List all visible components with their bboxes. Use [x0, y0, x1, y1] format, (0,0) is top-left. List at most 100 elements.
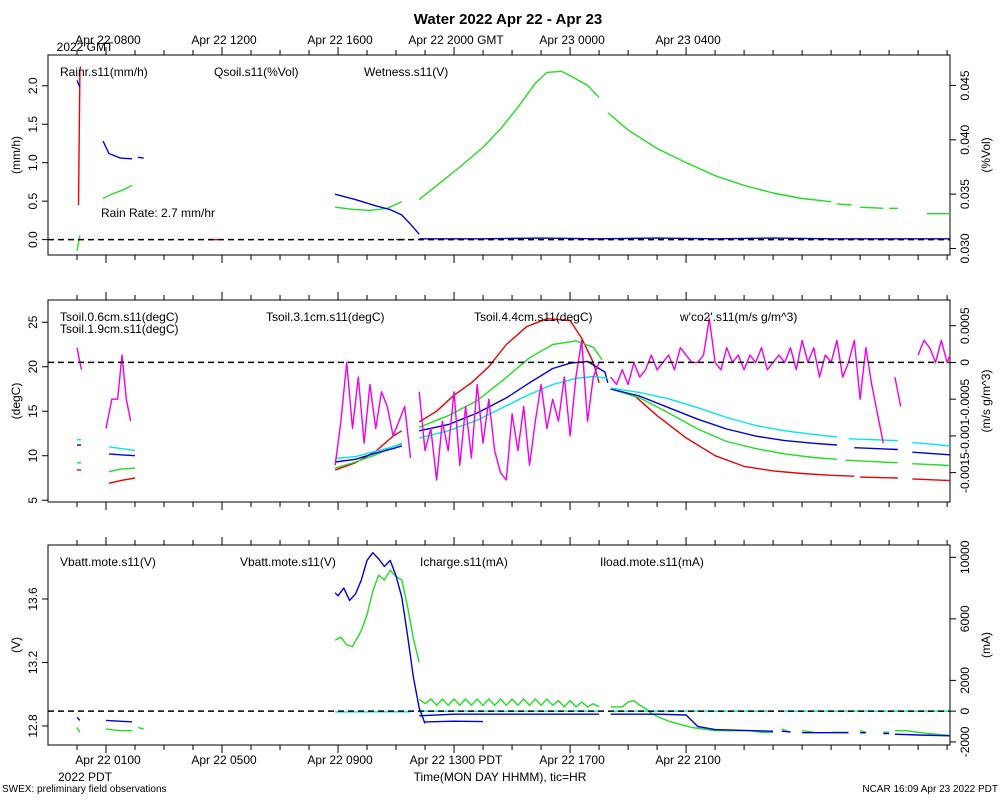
series-line: [418, 340, 603, 428]
series-line: [105, 354, 132, 429]
legend-label: Vbatt.mote.s11(V): [60, 555, 156, 569]
series-line: [912, 441, 951, 447]
left-axis-label: (mm/h): [9, 136, 23, 174]
rain-rate-annotation: Rain Rate: 2.7 mm/hr: [101, 206, 215, 220]
right-tick-label: 0.045: [958, 70, 972, 100]
series-line: [912, 478, 951, 482]
top-time-label: Apr 22 0800: [75, 33, 141, 47]
left-tick-label: 15: [26, 404, 40, 418]
series-line: [419, 713, 600, 717]
footer-left: SWEX: preliminary field observations: [2, 784, 167, 795]
legend-label: Wetness.s11(V): [364, 65, 448, 79]
panel-power: 12.8 13.2 13.6 -2000 0 2000 6000 10000 (V) (mA) Vb…: [9, 537, 993, 757]
left-tick-label: 13.2: [26, 650, 40, 674]
right-axis-label: (mA): [979, 632, 993, 658]
bottom-time-label: Apr 22 2100: [655, 753, 721, 767]
right-axis-label: (m/s g/m^3): [979, 370, 993, 433]
right-tick-label: 10000: [958, 540, 972, 574]
left-tick-label: 25: [26, 315, 40, 329]
series-line: [419, 237, 950, 240]
panel-temperature: 5 10 15 20 25 -0.0015-0.001-0.0005 0 0.0005 (deg…: [9, 292, 993, 510]
series-line: [76, 235, 81, 251]
series-line: [108, 467, 136, 473]
footer-right: NCAR 16:09 Apr 23 2022 PDT: [862, 784, 998, 795]
bottom-time-label: Apr 22 1700: [539, 753, 605, 767]
series-line: [137, 156, 144, 159]
series-line: [845, 459, 898, 464]
top-time-axis: Apr 22 0800 Apr 22 1200 Apr 22 1600 Apr 22 …: [75, 33, 721, 47]
right-axis-label: (%Vol): [979, 137, 993, 172]
series-line: [854, 447, 898, 451]
series-line: [108, 446, 136, 452]
series-line: [848, 438, 898, 442]
right-tick-label: 0.035: [958, 179, 972, 209]
left-tick-label: 0.0: [26, 231, 40, 248]
legend-label: Iload.mote.s11(mA): [600, 555, 704, 569]
left-tick-label: 12.8: [26, 714, 40, 738]
series-line: [836, 203, 852, 206]
series-line: [102, 184, 133, 200]
series-line: [108, 453, 136, 457]
series-line: [917, 339, 951, 364]
left-tick-label: 1.0: [26, 154, 40, 171]
legend-label: Icharge.s11(mA): [420, 555, 508, 569]
series-line: [335, 443, 403, 460]
series-line: [76, 347, 83, 370]
left-tick-label: 20: [26, 360, 40, 374]
series-line: [418, 698, 600, 708]
series-line: [335, 201, 403, 212]
legend-label: Qsoil.s11(%Vol): [214, 65, 298, 79]
bottom-time-label: Apr 22 0900: [307, 753, 373, 767]
series-line: [610, 387, 837, 438]
series-line: [418, 318, 600, 423]
top-time-sublabel: 2022 GMT: [57, 40, 114, 54]
series-line: [912, 451, 951, 456]
right-tick-label: 0.0005: [958, 307, 972, 344]
series-line: [76, 716, 81, 721]
series-line: [860, 476, 898, 479]
legend-label: Tsoil.4.4cm.s11(degC): [474, 310, 593, 324]
legend-label: Tsoil.3.1cm.s11(degC): [266, 310, 385, 324]
series-line: [610, 388, 855, 477]
left-tick-label: 0.5: [26, 192, 40, 209]
left-tick-label: 13.6: [26, 587, 40, 611]
plot-frame: [47, 544, 951, 746]
right-tick-label: -0.0015: [958, 452, 972, 493]
left-tick-label: 10: [26, 449, 40, 463]
top-time-label: Apr 22 2000 GMT: [408, 33, 504, 47]
series-line: [418, 339, 600, 481]
right-tick-label: 2000: [958, 667, 972, 694]
top-time-label: Apr 23 0000: [539, 33, 605, 47]
bottom-time-label: Apr 22 1300 PDT: [410, 753, 503, 767]
series-line: [860, 206, 884, 209]
series-line: [419, 375, 608, 439]
bottom-time-label: Apr 22 0100: [75, 753, 141, 767]
series-line: [105, 719, 133, 723]
series-line: [334, 552, 426, 724]
series-line: [781, 730, 791, 733]
legend-label: Tsoil.1.9cm.s11(degC): [60, 322, 179, 336]
series-line: [335, 445, 403, 463]
left-axis-label: (degC): [9, 383, 23, 420]
legend-label: Rainr.s11(mm/h): [60, 65, 148, 79]
bottom-time-axis: Apr 22 0100 Apr 22 0500 Apr 22 0900 Apr 22 …: [75, 753, 721, 767]
series-line: [334, 193, 420, 235]
series-line: [610, 317, 884, 444]
right-tick-label: 0: [958, 359, 972, 366]
right-tick-label: 0.030: [958, 233, 972, 263]
plot-frame: [47, 54, 951, 256]
series-line: [610, 699, 774, 733]
right-tick-label: 0.040: [958, 124, 972, 154]
series-line: [76, 727, 81, 733]
series-line: [610, 713, 774, 732]
top-time-label: Apr 23 0400: [655, 33, 721, 47]
plot-frame: [47, 299, 951, 503]
bottom-time-label: Apr 22 0500: [191, 753, 257, 767]
bottom-time-sublabel: 2022 PDT: [58, 770, 113, 784]
top-time-label: Apr 22 1600: [307, 33, 373, 47]
series-line: [334, 569, 420, 663]
legend-label: Tsoil.0.6cm.s11(degC): [60, 310, 179, 324]
left-tick-label: 2.0: [26, 77, 40, 94]
chart-title: Water 2022 Apr 22 - Apr 23: [414, 11, 602, 28]
